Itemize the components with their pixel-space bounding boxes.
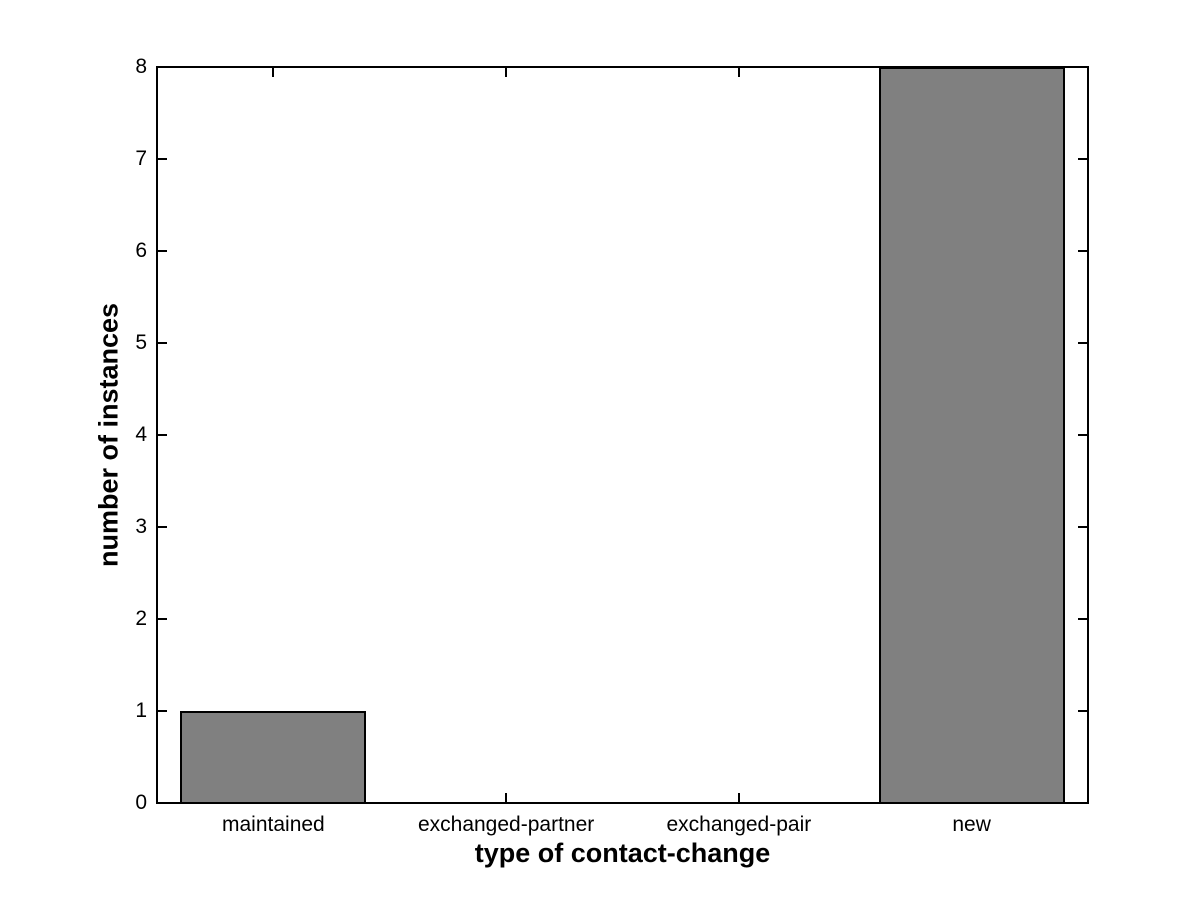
y-tick-right — [1078, 342, 1088, 344]
y-tick-label: 5 — [135, 331, 147, 354]
x-tick-bottom — [737, 793, 740, 803]
y-tick-left — [157, 342, 167, 344]
x-axis-label: type of contact-change — [474, 838, 771, 868]
bar-maintained — [180, 711, 367, 804]
x-tick-top — [505, 67, 508, 77]
y-tick-label: 0 — [135, 791, 147, 814]
x-tick-top — [737, 67, 740, 77]
y-tick-label: 4 — [135, 423, 147, 446]
y-tick-right — [1078, 66, 1088, 68]
y-tick-label: 1 — [135, 699, 147, 722]
y-tick-left — [157, 526, 167, 528]
y-tick-right — [1078, 434, 1088, 436]
x-tick-top — [272, 67, 275, 77]
x-tick-label-maintained: maintained — [222, 813, 325, 836]
y-tick-right — [1078, 710, 1088, 712]
y-tick-left — [157, 802, 167, 804]
y-tick-right — [1078, 526, 1088, 528]
y-tick-label: 3 — [135, 515, 147, 538]
bar-new — [878, 67, 1065, 804]
y-tick-left — [157, 710, 167, 712]
y-tick-label: 8 — [135, 55, 147, 78]
y-tick-left — [157, 618, 167, 620]
y-tick-left — [157, 158, 167, 160]
x-tick-bottom — [505, 793, 508, 803]
y-tick-left — [157, 66, 167, 68]
y-tick-label: 7 — [135, 147, 147, 170]
y-tick-right — [1078, 618, 1088, 620]
y-tick-label: 6 — [135, 239, 147, 262]
y-tick-right — [1078, 158, 1088, 160]
y-tick-right — [1078, 250, 1088, 252]
y-tick-right — [1078, 802, 1088, 804]
y-tick-left — [157, 250, 167, 252]
y-tick-left — [157, 434, 167, 436]
x-tick-label-exchanged-partner: exchanged-partner — [417, 813, 595, 836]
x-tick-label-new: new — [952, 813, 991, 836]
y-tick-label: 2 — [135, 607, 147, 630]
x-tick-label-exchanged-pair: exchanged-pair — [666, 813, 812, 836]
